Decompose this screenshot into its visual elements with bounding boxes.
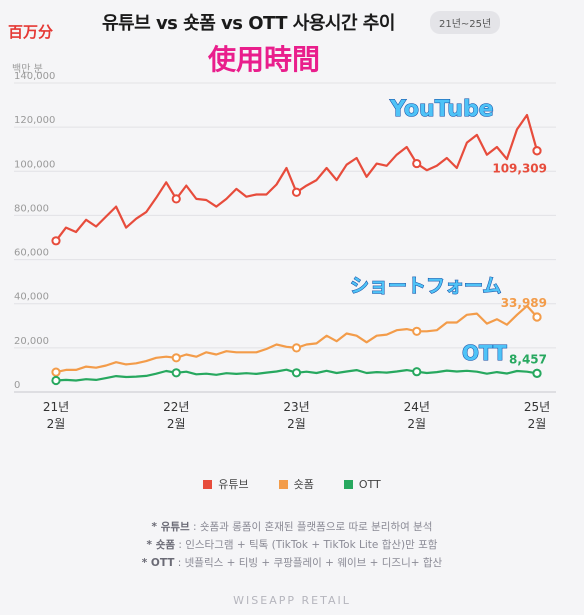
- end-value-label-ott: 8,457: [509, 352, 547, 366]
- x-tick-label: 22년: [163, 400, 189, 414]
- data-point-shortform: [51, 367, 61, 377]
- data-point-shortform: [532, 312, 542, 322]
- x-axis-ticks: 21년 2월 22년 2월 23년 2월 24년 2월 25년 2월: [43, 400, 550, 431]
- data-point-youtube: [51, 236, 61, 246]
- footnote-key: * 숏폼: [146, 539, 176, 551]
- x-tick-label: 2월: [287, 417, 306, 431]
- y-tick-label: 140,000: [14, 71, 55, 82]
- footnote-youtube: * 유튜브 : 숏폼과 롱폼이 혼재된 플랫폼으로 따로 분리하여 분석: [0, 518, 584, 536]
- footer-brand: WISEAPP RETAIL: [233, 594, 351, 607]
- x-tick-label: 2월: [167, 417, 186, 431]
- legend-item-shortform: 숏폼: [278, 476, 314, 492]
- unit-badge: 百万分: [8, 23, 54, 41]
- footnote-text: : 넷플릭스 + 티빙 + 쿠팡플레이 + 웨이브 + 디즈니+ 합산: [174, 557, 443, 569]
- x-tick-label: 25년: [524, 400, 550, 414]
- footnote-text: : 숏폼과 롱폼이 혼재된 플랫폼으로 따로 분리하여 분석: [189, 521, 433, 533]
- x-tick-label: 24년: [404, 400, 430, 414]
- y-tick-label: 20,000: [14, 336, 49, 347]
- legend-swatch-youtube: [203, 479, 213, 489]
- x-tick-label: 21년: [43, 400, 69, 414]
- data-point-ott: [51, 375, 61, 386]
- footnote-shortform: * 숏폼 : 인스타그램 + 틱톡 (TikTok + TikTok Lite …: [0, 536, 584, 554]
- footnote-text: : 인스타그램 + 틱톡 (TikTok + TikTok Lite 합산)만 …: [175, 539, 438, 551]
- grid-lines: [14, 82, 556, 393]
- legend-item-youtube: 유튜브: [203, 476, 249, 492]
- overlay-youtube-caption: YouTube: [389, 97, 494, 122]
- footnote-key: * OTT: [141, 557, 175, 569]
- end-value-label-youtube: 109,309: [492, 162, 547, 176]
- period-badge: 21년~25년: [430, 11, 501, 34]
- legend-label-youtube: 유튜브: [218, 478, 249, 491]
- data-point-ott: [532, 368, 542, 378]
- chart-subtitle: 使用時間: [208, 43, 321, 76]
- y-tick-label: 120,000: [14, 115, 55, 126]
- data-point-ott: [412, 367, 422, 377]
- y-tick-label: 40,000: [14, 292, 49, 303]
- data-point-shortform: [171, 353, 181, 363]
- data-point-ott: [291, 368, 302, 378]
- series-lines: 109,309 33,989 8,457: [51, 113, 547, 386]
- overlay-ott-caption: OTT: [462, 341, 507, 365]
- data-point-shortform: [412, 326, 422, 336]
- data-point-youtube: [532, 146, 542, 156]
- overlay-shortform-caption: ショートフォーム: [350, 275, 501, 297]
- chart-legend: 유튜브 숏폼 OTT: [0, 476, 584, 492]
- legend-swatch-ott: [343, 479, 353, 489]
- footnote-ott: * OTT : 넷플릭스 + 티빙 + 쿠팡플레이 + 웨이브 + 디즈니+ 합…: [0, 554, 584, 572]
- legend-item-ott: OTT: [343, 476, 381, 492]
- line-chart: 020,00040,00060,00080,000100,000120,0001…: [14, 71, 556, 431]
- legend-label-ott: OTT: [358, 477, 381, 491]
- x-tick-label: 2월: [528, 417, 547, 431]
- x-tick-label: 23년: [283, 400, 309, 414]
- data-point-youtube: [291, 187, 302, 197]
- y-tick-label: 60,000: [14, 248, 49, 259]
- data-point-youtube: [171, 194, 181, 204]
- overlay-captions: YouTube ショートフォーム OTT: [350, 97, 508, 366]
- series-line-youtube: [55, 113, 539, 242]
- legend-label-shortform: 숏폼: [293, 478, 314, 491]
- x-tick-label: 2월: [47, 417, 66, 431]
- chart-title: 유튜브 vs 숏폼 vs OTT 사용시간 추이: [102, 13, 395, 34]
- y-axis-ticks: 0 20,000 40,000 60,000 80,000 100,000 120,000 1…: [14, 71, 55, 391]
- footnotes: * 유튜브 : 숏폼과 롱폼이 혼재된 플랫폼으로 따로 분리하여 분석 * 숏…: [0, 518, 584, 572]
- footnote-key: * 유튜브: [151, 521, 190, 533]
- x-tick-label: 2월: [407, 417, 426, 431]
- y-axis-unit-label: 백만 분: [12, 64, 43, 75]
- legend-swatch-shortform: [278, 479, 288, 489]
- end-value-label-shortform: 33,989: [501, 296, 547, 310]
- y-tick-label: 80,000: [14, 203, 49, 214]
- data-point-youtube: [412, 158, 422, 169]
- data-point-shortform: [291, 343, 302, 353]
- data-point-ott: [171, 368, 181, 378]
- y-tick-label: 0: [14, 380, 20, 391]
- y-tick-label: 100,000: [14, 159, 55, 170]
